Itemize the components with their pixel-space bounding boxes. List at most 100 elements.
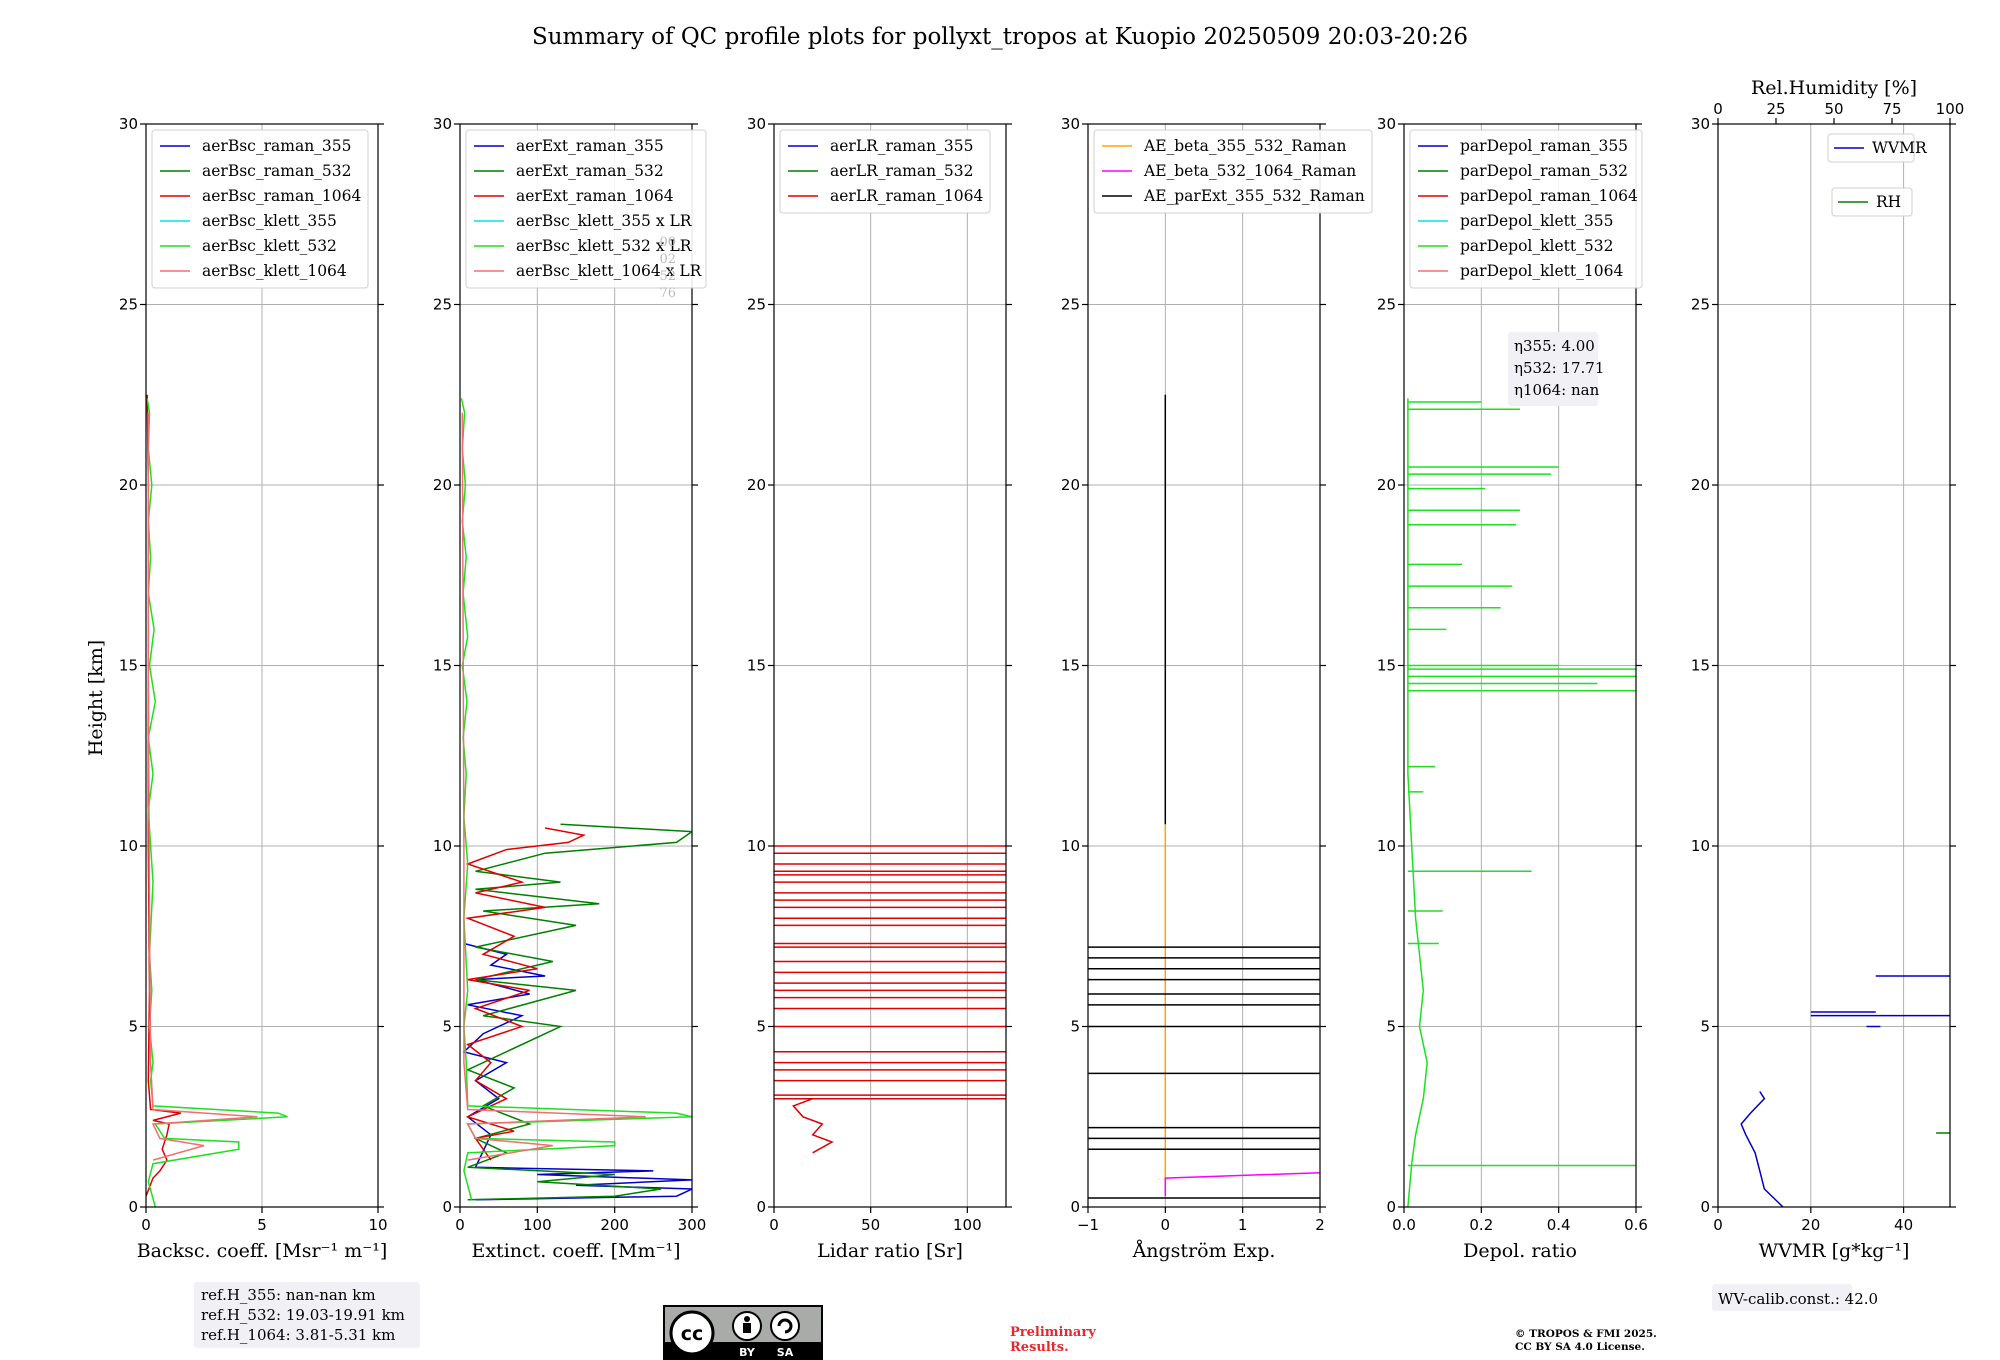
y-tick-label: 15 xyxy=(1377,657,1396,675)
y-tick-label: 20 xyxy=(433,476,452,494)
legend-box xyxy=(779,129,991,214)
x-axis-label: Depol. ratio xyxy=(1463,1240,1577,1262)
occluded-annotation: 00 xyxy=(659,235,676,250)
x-tick-label: 5 xyxy=(257,1216,267,1234)
y-tick-label: 25 xyxy=(1061,296,1080,314)
legend-label: parDepol_raman_532 xyxy=(1460,162,1628,180)
x-axis-label: Extinct. coeff. [Mm⁻¹] xyxy=(471,1240,680,1262)
refh-532: ref.H_532: 19.03-19.91 km xyxy=(201,1306,405,1324)
refh-1064: ref.H_1064: 3.81-5.31 km xyxy=(201,1326,395,1344)
legend-label: aerBsc_klett_532 x LR xyxy=(516,237,693,255)
series-aerext-raman-532 xyxy=(465,823,692,1201)
y-tick-label: 20 xyxy=(119,476,138,494)
figure-title: Summary of QC profile plots for pollyxt_… xyxy=(532,24,1468,50)
legend-box xyxy=(1093,129,1373,214)
y-tick-label: 30 xyxy=(119,115,138,133)
y-tick-label: 20 xyxy=(1377,476,1396,494)
y-tick-label: 30 xyxy=(433,115,452,133)
legend-label: aerBsc_raman_532 xyxy=(202,162,352,180)
refh-355: ref.H_355: nan-nan km xyxy=(201,1286,376,1304)
cc-license-badge: cc BY SA xyxy=(663,1305,823,1360)
top-x-tick-label: 75 xyxy=(1882,100,1901,118)
legend-label: AE_beta_532_1064_Raman xyxy=(1143,162,1356,180)
eta-annotation-line: η532: 17.71 xyxy=(1514,359,1604,377)
y-tick-label: 15 xyxy=(119,657,138,675)
legend-label: aerBsc_klett_532 xyxy=(202,237,337,255)
series-pardepol-klett-532 xyxy=(1407,398,1428,1207)
x-tick-label: 300 xyxy=(678,1216,707,1234)
y-tick-label: 30 xyxy=(1061,115,1080,133)
x-tick-label: 0 xyxy=(1161,1216,1171,1234)
x-tick-label: 0.0 xyxy=(1392,1216,1416,1234)
legend-label: parDepol_klett_1064 xyxy=(1460,262,1623,280)
y-tick-label: 15 xyxy=(1061,657,1080,675)
x-axis-label: WVMR [g*kg⁻¹] xyxy=(1759,1240,1910,1262)
y-tick-label: 5 xyxy=(128,1018,138,1036)
y-tick-label: 15 xyxy=(433,657,452,675)
top-x-axis-label: Rel.Humidity [%] xyxy=(1751,77,1917,99)
legend-label: parDepol_klett_532 xyxy=(1460,237,1613,255)
legend-label: aerExt_raman_1064 xyxy=(516,187,674,205)
x-tick-label: 0.4 xyxy=(1547,1216,1571,1234)
plot-area xyxy=(460,398,692,1201)
legend-label: aerLR_raman_355 xyxy=(830,137,973,155)
legend-label: WVMR xyxy=(1872,139,1928,157)
top-x-tick-label: 0 xyxy=(1713,100,1723,118)
x-tick-label: 0 xyxy=(769,1216,779,1234)
x-axis-label: Lidar ratio [Sr] xyxy=(817,1240,963,1262)
y-tick-label: 10 xyxy=(433,837,452,855)
eta-annotation-line: η1064: nan xyxy=(1514,381,1600,399)
top-x-tick-label: 50 xyxy=(1824,100,1843,118)
series-aerbsc-klett-1064 xyxy=(147,412,258,1161)
y-tick-label: 0 xyxy=(128,1198,138,1216)
legend-label: aerExt_raman_532 xyxy=(516,162,664,180)
x-tick-label: 200 xyxy=(600,1216,629,1234)
top-x-tick-label: 25 xyxy=(1766,100,1785,118)
y-tick-label: 20 xyxy=(1691,476,1710,494)
y-tick-label: 15 xyxy=(747,657,766,675)
series-aerext-raman-1064 xyxy=(464,827,587,1161)
y-tick-label: 20 xyxy=(1061,476,1080,494)
y-tick-label: 5 xyxy=(756,1018,766,1036)
y-tick-label: 30 xyxy=(1377,115,1396,133)
panel-bsc: 0 5 10 15 20 25 30 0 5 10 Backsc. coeff. [Msr⁻¹ m⁻… xyxy=(119,115,388,1262)
wv-calib-note: WV-calib.const.: 42.0 xyxy=(1712,1284,1878,1311)
series-aerbsc-klett-1064-x-lr xyxy=(461,412,646,1161)
y-tick-label: 0 xyxy=(756,1198,766,1216)
legend-box xyxy=(1831,187,1913,217)
copyright-line-1: © TROPOS & FMI 2025. xyxy=(1515,1328,1657,1340)
sa-text: SA xyxy=(777,1346,794,1359)
y-tick-label: 30 xyxy=(1691,115,1710,133)
plot-area xyxy=(1088,394,1320,1199)
x-tick-label: 0 xyxy=(141,1216,151,1234)
y-tick-label: 10 xyxy=(1061,837,1080,855)
by-text: BY xyxy=(739,1346,756,1359)
series-aerbsc-klett-532 xyxy=(146,398,288,1207)
y-tick-label: 10 xyxy=(1691,837,1710,855)
preliminary-line-1: Preliminary xyxy=(1010,1325,1096,1340)
panel-depol: 0 5 10 15 20 25 30 0.0 0.2 0.4 0.6 Depol. ratio parD… xyxy=(1377,115,1648,1262)
x-tick-label: 50 xyxy=(861,1216,880,1234)
y-tick-label: 25 xyxy=(747,296,766,314)
series-aerbsc-klett-532-x-lr xyxy=(460,398,692,1200)
y-tick-label: 0 xyxy=(1386,1198,1396,1216)
y-tick-label: 25 xyxy=(1377,296,1396,314)
cc-icon xyxy=(669,1310,715,1356)
legend-label: aerExt_raman_355 xyxy=(516,137,664,155)
wv-calib-text: WV-calib.const.: 42.0 xyxy=(1718,1290,1878,1308)
y-tick-label: 5 xyxy=(1386,1018,1396,1036)
x-axis-label: Backsc. coeff. [Msr⁻¹ m⁻¹] xyxy=(137,1240,388,1262)
y-axis-label: Height [km] xyxy=(85,640,107,756)
legend-box xyxy=(465,129,707,289)
y-tick-label: 25 xyxy=(433,296,452,314)
legend-label: aerBsc_klett_355 xyxy=(202,212,337,230)
y-tick-label: 10 xyxy=(1377,837,1396,855)
y-tick-label: 10 xyxy=(119,837,138,855)
x-tick-label: 0 xyxy=(1713,1216,1723,1234)
plot-area xyxy=(146,394,288,1207)
legend-box xyxy=(1827,133,1915,163)
y-tick-label: 30 xyxy=(747,115,766,133)
eta-annotation-line: η355: 4.00 xyxy=(1514,337,1595,355)
x-tick-label: 2 xyxy=(1315,1216,1325,1234)
